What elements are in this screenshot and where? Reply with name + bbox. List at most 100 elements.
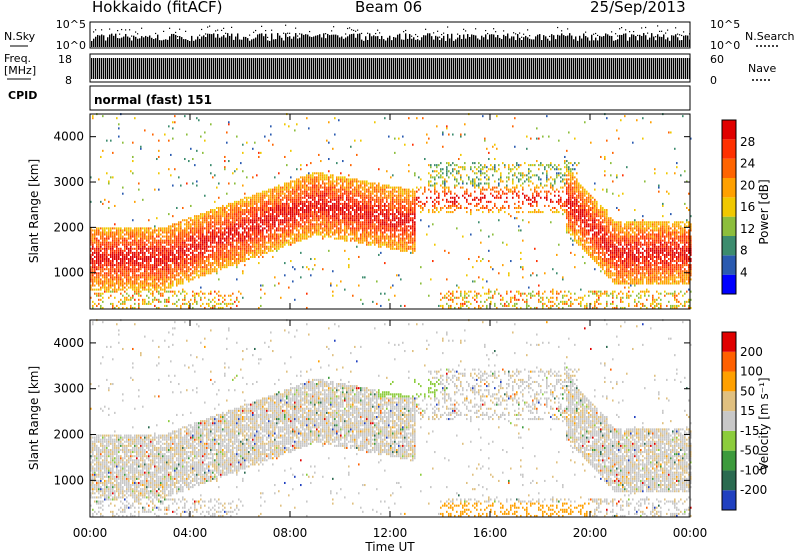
power-cell: [174, 233, 176, 236]
power-cell: [102, 239, 104, 242]
power-cell: [266, 231, 268, 234]
freq-bar: [191, 58, 193, 79]
power-cell: [164, 268, 166, 271]
nsky-bar: [261, 33, 263, 47]
power-cell: [288, 192, 290, 195]
power-cell: [348, 219, 350, 222]
power-cell: [336, 215, 338, 218]
power-cell: [104, 255, 106, 258]
power-cell: [368, 215, 370, 218]
power-cell: [126, 243, 128, 246]
power-cell: [202, 235, 204, 238]
power-cell: [194, 260, 196, 263]
power-cell: [244, 235, 246, 238]
power-cell: [336, 284, 338, 287]
power-cell: [310, 229, 312, 232]
power-cell: [178, 237, 180, 240]
freq-bar: [137, 58, 139, 79]
power-cell: [90, 257, 92, 261]
power-cell: [118, 264, 120, 267]
power-cell: [366, 202, 368, 205]
nsky-point: [379, 32, 381, 34]
power-cell: [112, 260, 114, 263]
power-cell: [142, 264, 144, 267]
power-cell: [288, 225, 290, 228]
power-cell: [232, 243, 234, 246]
power-cell: [140, 147, 142, 150]
power-cell: [256, 253, 258, 256]
nsky-bar: [565, 36, 567, 47]
power-cell: [262, 192, 264, 195]
nsky-point: [101, 29, 103, 31]
power-cell: [266, 194, 268, 197]
power-cell: [166, 260, 168, 263]
power-cell: [162, 249, 164, 252]
power-cell: [278, 213, 280, 216]
power-cell: [258, 217, 260, 220]
power-cell: [308, 178, 310, 181]
power-cell: [258, 251, 260, 254]
power-cell: [110, 253, 112, 256]
power-cell: [214, 239, 216, 242]
power-cell: [170, 274, 172, 277]
power-cell: [154, 282, 156, 285]
power-cell: [92, 245, 94, 248]
nsky-bar: [267, 40, 269, 47]
power-cell: [230, 253, 232, 256]
power-cell: [210, 239, 212, 242]
power-cell: [224, 213, 226, 216]
power-cell: [146, 264, 148, 267]
power-cell: [104, 260, 106, 263]
power-cell: [168, 251, 170, 254]
power-cell: [108, 237, 110, 240]
power-cell: [310, 188, 312, 191]
power-cell: [176, 270, 178, 273]
power-cell: [354, 139, 356, 142]
power-cell: [302, 180, 304, 183]
power-cell: [356, 239, 358, 242]
power-cell: [196, 217, 198, 220]
power-cell: [258, 229, 260, 232]
power-cell: [294, 215, 296, 218]
power-cell: [172, 233, 174, 236]
power-cell: [120, 237, 122, 240]
power-cell: [320, 223, 322, 226]
power-cell: [222, 257, 224, 261]
power-cell: [172, 223, 174, 226]
power-cell: [230, 264, 232, 267]
power-cell: [318, 202, 320, 205]
power-cell: [346, 184, 348, 187]
power-cell: [158, 292, 160, 295]
power-cell: [226, 257, 228, 261]
power-cell: [330, 190, 332, 193]
power-cell: [268, 217, 270, 220]
power-cell: [324, 227, 326, 230]
power-cell: [182, 253, 184, 256]
power-cell: [152, 282, 154, 285]
power-cell: [116, 241, 118, 244]
power-cell: [330, 198, 332, 201]
power-cell: [242, 272, 244, 275]
power-cell: [296, 202, 298, 205]
power-cell: [142, 227, 144, 230]
power-cell: [120, 280, 122, 283]
power-cell: [250, 198, 252, 201]
power-cell: [262, 231, 264, 234]
power-cell: [252, 249, 254, 252]
power-cell: [298, 188, 300, 191]
power-cell: [250, 229, 252, 232]
power-cell: [348, 223, 350, 226]
power-cell: [272, 255, 274, 258]
power-cell: [368, 227, 370, 230]
power-cell: [366, 211, 368, 214]
power-cell: [152, 268, 154, 271]
power-cell: [196, 270, 198, 273]
power-cell: [132, 233, 134, 236]
nsky-bar: [595, 37, 597, 47]
power-cell: [134, 268, 136, 271]
power-cell: [170, 257, 172, 261]
nsky-bar: [359, 33, 361, 47]
power-cell: [142, 231, 144, 234]
power-cell: [350, 239, 352, 242]
power-cell: [98, 302, 100, 305]
